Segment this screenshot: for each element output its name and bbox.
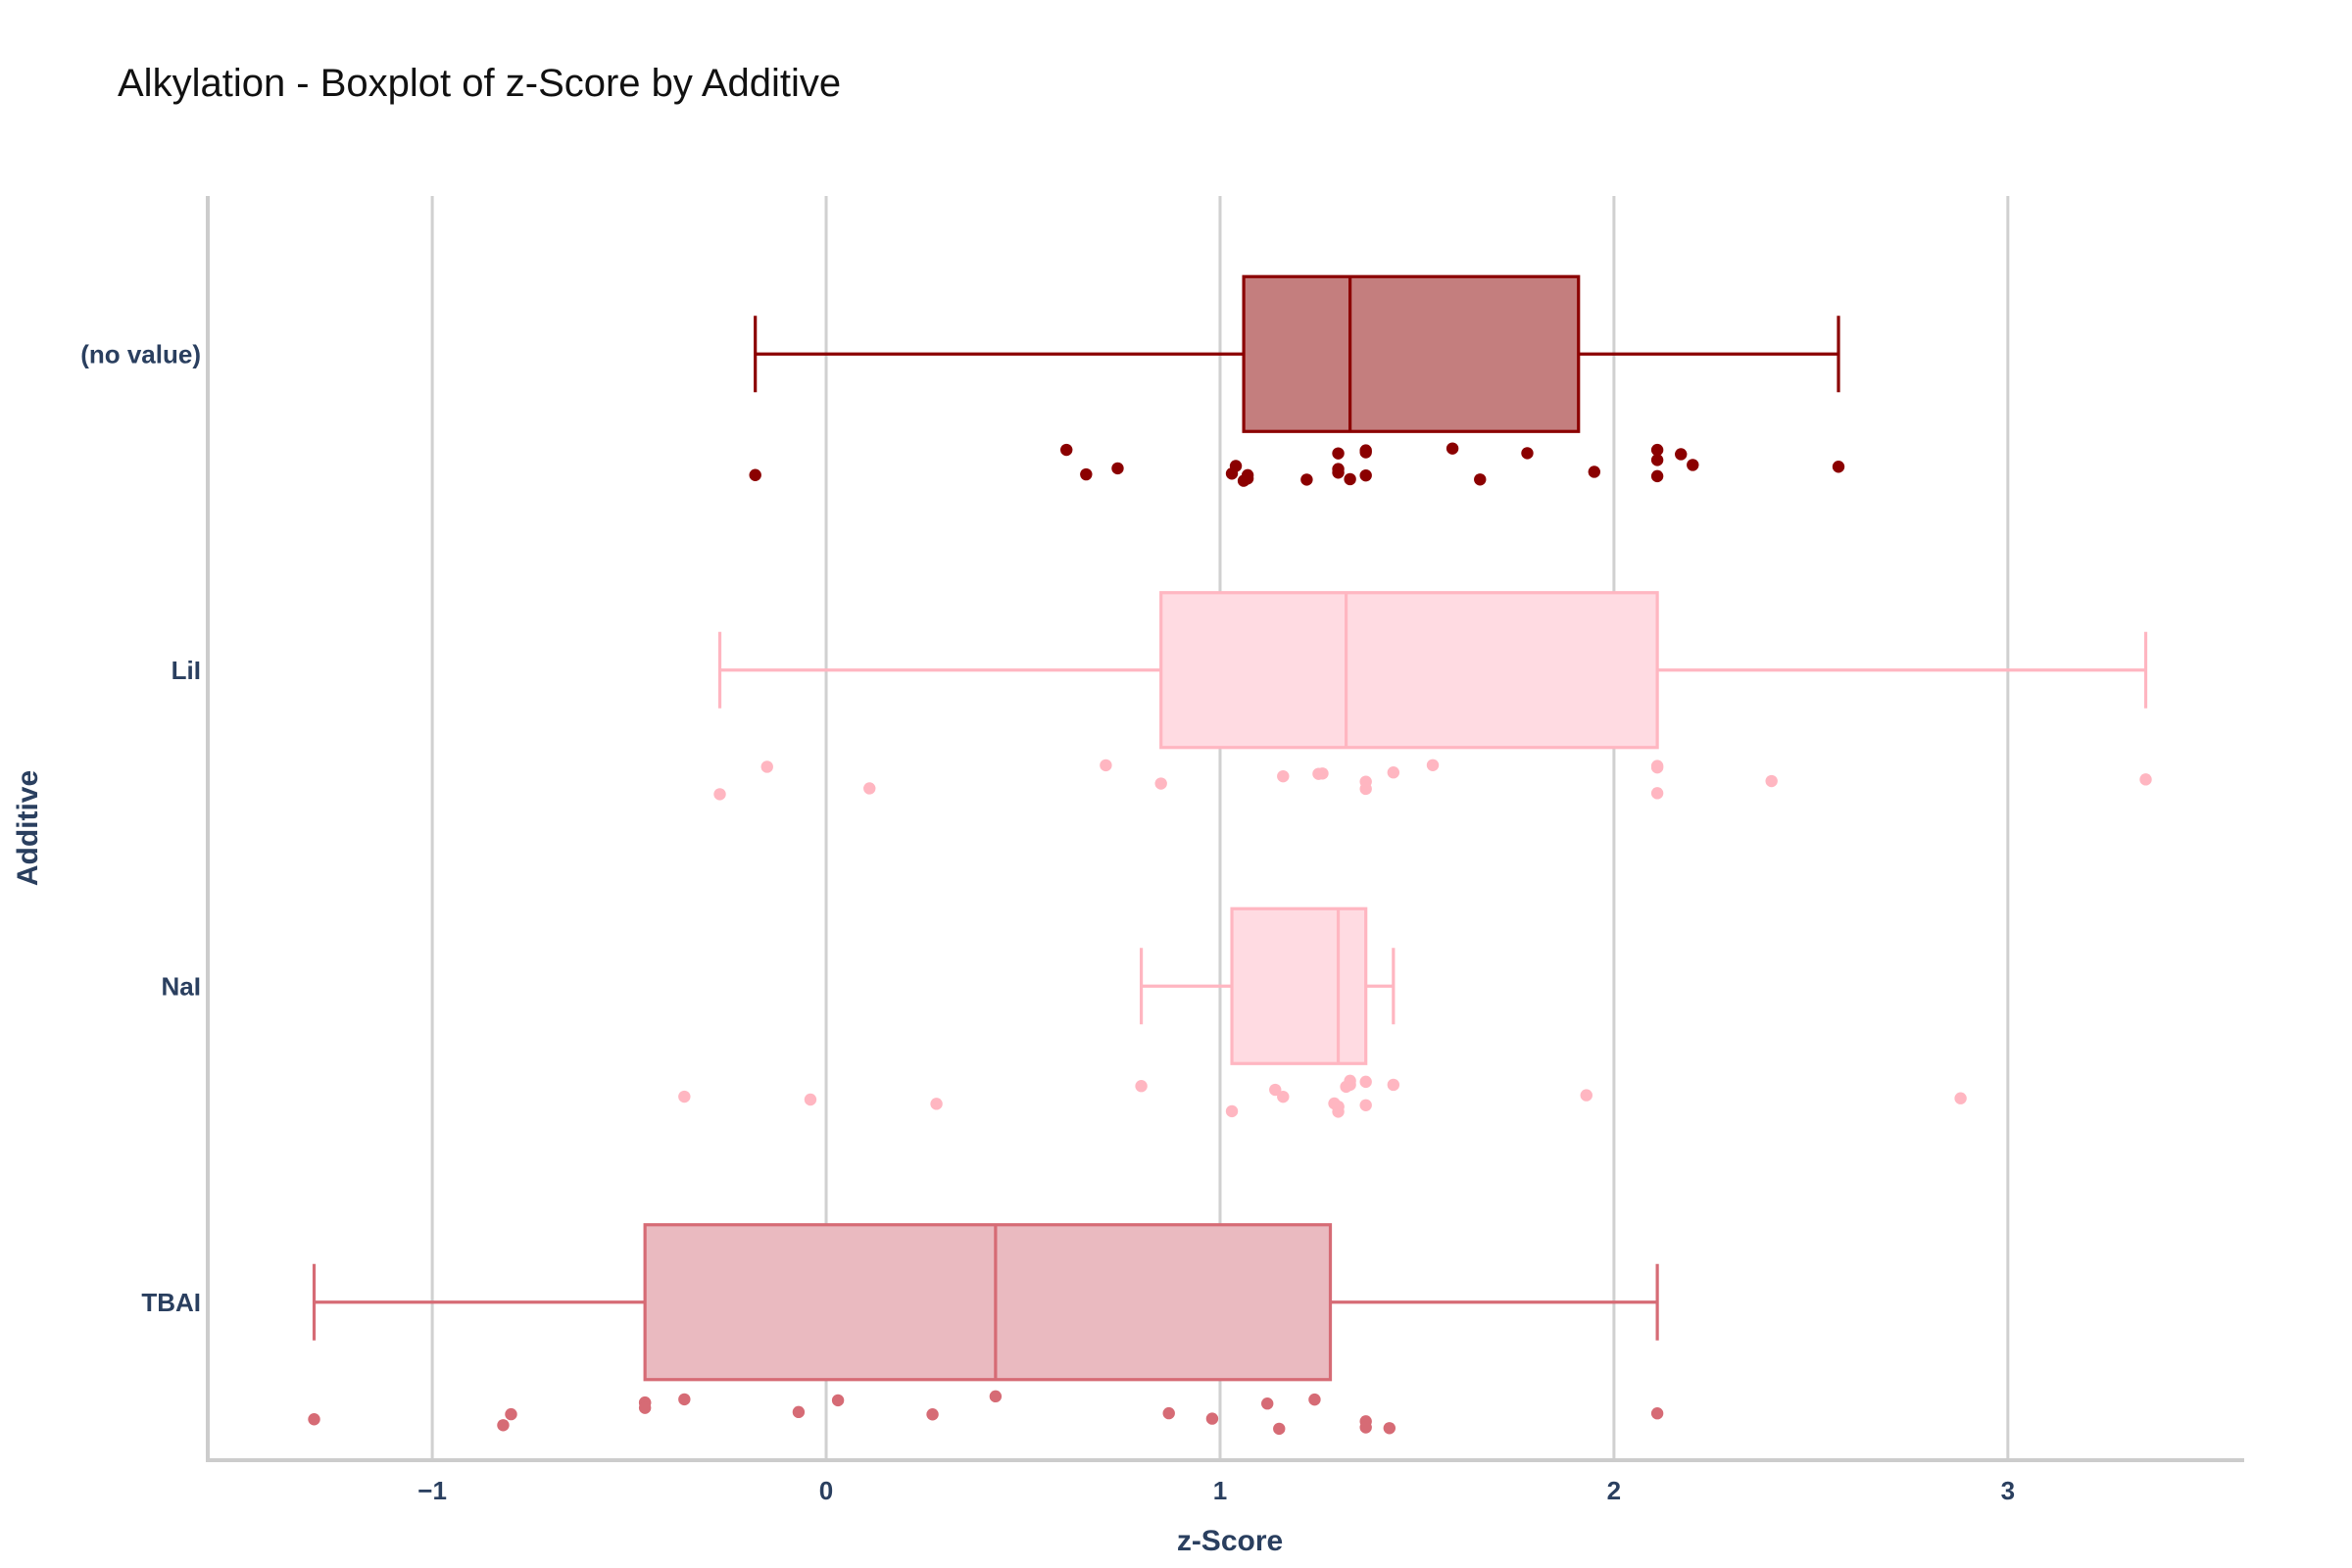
data-point: [1359, 468, 1372, 482]
data-point: [1383, 1422, 1396, 1435]
data-point: [1308, 1393, 1321, 1406]
x-axis-title: z-Score: [1177, 1525, 1283, 1557]
data-point: [1765, 774, 1778, 788]
data-point: [713, 788, 726, 801]
data-point: [1135, 1080, 1148, 1093]
data-point: [1269, 1083, 1282, 1097]
data-point: [863, 782, 876, 795]
iqr-box: [643, 1223, 1333, 1382]
data-point: [1080, 467, 1093, 481]
data-point: [1359, 1099, 1372, 1111]
data-point: [1474, 473, 1487, 486]
data-point: [1332, 1101, 1345, 1113]
chart-title: Alkylation - Boxplot of z-Score by Addit…: [118, 62, 841, 105]
data-point: [678, 1090, 691, 1103]
data-point: [1332, 463, 1345, 475]
data-point: [831, 1394, 845, 1407]
data-point: [308, 1413, 320, 1426]
y-tick-label: (no value): [80, 339, 201, 368]
data-point: [1446, 442, 1459, 455]
box-series: [308, 274, 2152, 1436]
data-point: [1225, 1104, 1239, 1118]
data-point: [678, 1393, 691, 1406]
data-point: [1687, 459, 1699, 471]
data-point: [1650, 787, 1664, 800]
data-point: [1261, 1397, 1274, 1410]
data-point: [1832, 461, 1845, 473]
iqr-box: [1230, 906, 1368, 1065]
box-group: [749, 274, 1845, 487]
y-tick-labels: (no value) LiI NaI TBAI: [80, 339, 201, 1317]
data-point: [1241, 468, 1254, 482]
data-point: [1344, 1078, 1356, 1092]
data-point: [926, 1408, 939, 1421]
data-point: [1162, 1406, 1175, 1420]
data-point: [1300, 473, 1313, 486]
data-point: [1273, 1422, 1286, 1436]
data-point: [1650, 454, 1664, 466]
box-group: [678, 906, 1967, 1118]
x-tick-labels: −1 0 1 2 3: [417, 1476, 2015, 1505]
x-tick-label: 2: [1607, 1476, 1621, 1505]
data-point: [1060, 443, 1073, 457]
data-point: [638, 1401, 652, 1414]
data-point: [497, 1419, 510, 1432]
x-tick-label: −1: [417, 1476, 447, 1505]
data-point: [1332, 447, 1345, 460]
x-tick-label: 1: [1213, 1476, 1227, 1505]
data-point: [989, 1390, 1003, 1403]
iqr-box: [1242, 274, 1581, 433]
data-point: [1344, 472, 1356, 486]
data-point: [930, 1098, 943, 1110]
data-point: [1154, 777, 1167, 790]
data-point: [1521, 447, 1534, 460]
data-point: [1426, 759, 1440, 771]
data-point: [1277, 769, 1290, 783]
data-point: [1359, 446, 1372, 459]
data-point: [1650, 443, 1664, 457]
y-tick-label: NaI: [162, 971, 201, 1001]
data-point: [1675, 448, 1688, 461]
axes: [206, 196, 2244, 1462]
data-point: [1111, 462, 1124, 475]
data-point: [1954, 1092, 1967, 1104]
y-axis-title: Additive: [12, 770, 44, 886]
data-point: [1387, 766, 1400, 779]
data-point: [1650, 760, 1664, 774]
data-point: [1229, 460, 1243, 472]
data-point: [804, 1093, 817, 1106]
box-group: [308, 1223, 1664, 1436]
data-point: [1277, 1090, 1290, 1103]
data-point: [1359, 775, 1372, 788]
x-tick-label: 3: [2001, 1476, 2015, 1505]
data-point: [2139, 773, 2152, 786]
iqr-box: [1159, 591, 1659, 750]
data-point: [792, 1405, 806, 1419]
y-tick-label: TBAI: [141, 1288, 201, 1317]
y-tick-label: LiI: [172, 656, 201, 685]
data-point: [1650, 469, 1664, 483]
data-point: [1205, 1412, 1219, 1425]
box-group: [713, 591, 2152, 801]
x-tick-label: 0: [819, 1476, 833, 1505]
data-point: [1387, 1078, 1400, 1092]
data-point: [1588, 466, 1601, 478]
data-point: [1650, 1407, 1664, 1420]
data-point: [749, 468, 761, 481]
data-point: [1359, 1421, 1372, 1434]
data-point: [1316, 767, 1329, 780]
data-point: [505, 1407, 517, 1421]
data-point: [1580, 1089, 1592, 1102]
data-point: [760, 760, 773, 773]
data-point: [1100, 759, 1112, 772]
data-point: [1359, 1075, 1372, 1089]
